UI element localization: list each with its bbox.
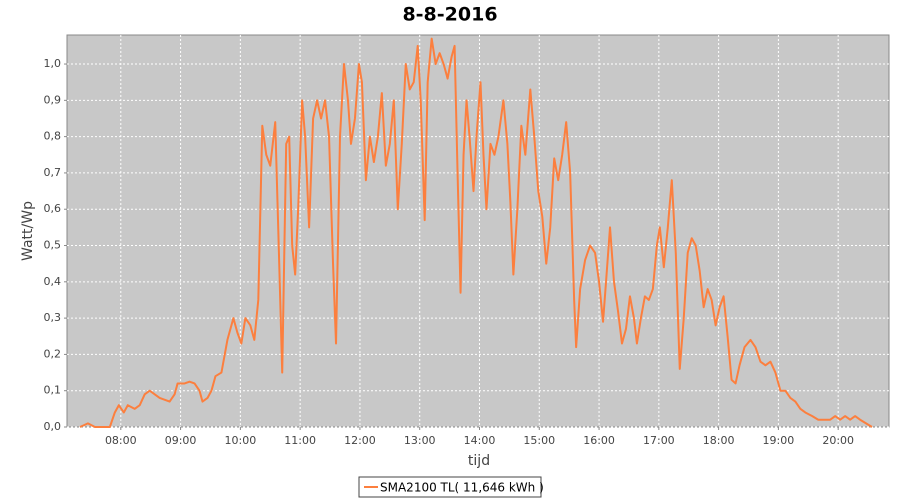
x-tick-label: 16:00 xyxy=(583,434,615,447)
x-tick-label: 08:00 xyxy=(105,434,137,447)
y-axis-label: Watt/Wp xyxy=(20,201,36,261)
y-tick-label: 0,4 xyxy=(44,275,62,288)
y-tick-label: 0,1 xyxy=(44,384,62,397)
y-tick-label: 1,0 xyxy=(44,57,62,70)
x-axis-label: tijd xyxy=(468,453,490,469)
x-tick-label: 14:00 xyxy=(464,434,496,447)
chart-title: 8-8-2016 xyxy=(402,4,497,26)
y-tick-label: 0,9 xyxy=(44,93,62,106)
y-tick-label: 0,3 xyxy=(44,311,62,324)
x-tick-label: 11:00 xyxy=(284,434,316,447)
legend xyxy=(358,476,542,498)
x-tick-label: 17:00 xyxy=(643,434,675,447)
x-tick-label: 19:00 xyxy=(763,434,795,447)
x-tick-label: 15:00 xyxy=(523,434,555,447)
y-tick-label: 0,8 xyxy=(44,130,62,143)
x-tick-label: 10:00 xyxy=(225,434,257,447)
plot-area xyxy=(66,34,890,428)
data-line xyxy=(79,37,873,428)
x-tick-label: 13:00 xyxy=(404,434,436,447)
y-tick-label: 0,2 xyxy=(44,347,62,360)
y-tick-label: 0,5 xyxy=(44,239,62,252)
legend-label: SMA2100 TL( 11,646 kWh ) xyxy=(380,481,544,495)
y-tick-label: 0,0 xyxy=(44,420,62,433)
x-tick-label: 09:00 xyxy=(165,434,197,447)
x-tick-label: 20:00 xyxy=(822,434,854,447)
y-tick-label: 0,7 xyxy=(44,166,62,179)
x-tick-label: 12:00 xyxy=(344,434,376,447)
y-tick-label: 0,6 xyxy=(44,202,62,215)
x-tick-label: 18:00 xyxy=(703,434,735,447)
